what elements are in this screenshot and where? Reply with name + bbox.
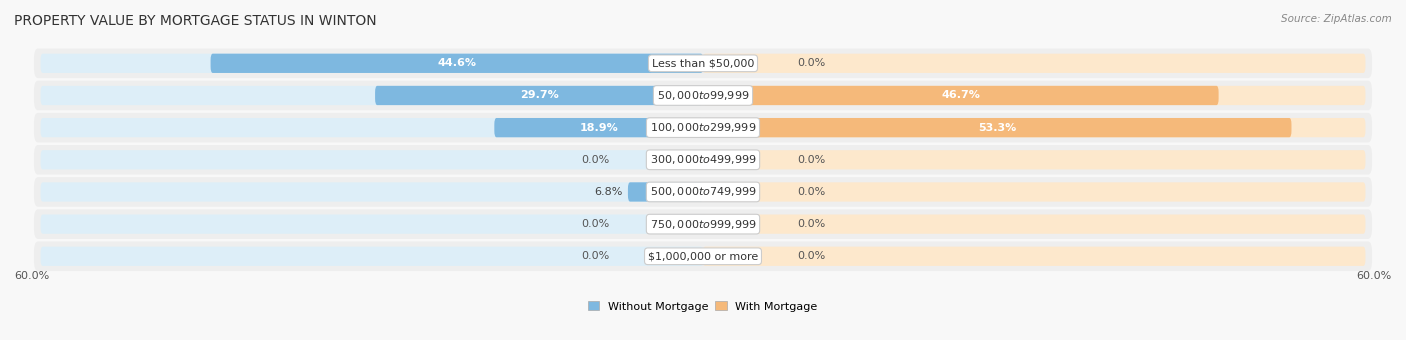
Text: $500,000 to $749,999: $500,000 to $749,999	[650, 185, 756, 199]
FancyBboxPatch shape	[34, 49, 1372, 78]
FancyBboxPatch shape	[34, 145, 1372, 175]
Text: $50,000 to $99,999: $50,000 to $99,999	[657, 89, 749, 102]
Text: $750,000 to $999,999: $750,000 to $999,999	[650, 218, 756, 231]
FancyBboxPatch shape	[375, 86, 703, 105]
FancyBboxPatch shape	[41, 54, 703, 73]
Text: 0.0%: 0.0%	[581, 155, 609, 165]
Text: 0.0%: 0.0%	[797, 155, 825, 165]
Text: Less than $50,000: Less than $50,000	[652, 58, 754, 68]
Text: 29.7%: 29.7%	[520, 90, 558, 101]
Text: 18.9%: 18.9%	[579, 123, 619, 133]
FancyBboxPatch shape	[703, 182, 1365, 202]
FancyBboxPatch shape	[628, 182, 703, 202]
Legend: Without Mortgage, With Mortgage: Without Mortgage, With Mortgage	[583, 297, 823, 316]
FancyBboxPatch shape	[703, 150, 1365, 169]
FancyBboxPatch shape	[41, 86, 703, 105]
Text: 0.0%: 0.0%	[797, 187, 825, 197]
FancyBboxPatch shape	[34, 177, 1372, 207]
FancyBboxPatch shape	[41, 246, 703, 266]
FancyBboxPatch shape	[703, 54, 1365, 73]
Text: 60.0%: 60.0%	[14, 271, 49, 281]
Text: 44.6%: 44.6%	[437, 58, 477, 68]
Text: PROPERTY VALUE BY MORTGAGE STATUS IN WINTON: PROPERTY VALUE BY MORTGAGE STATUS IN WIN…	[14, 14, 377, 28]
FancyBboxPatch shape	[703, 86, 1219, 105]
FancyBboxPatch shape	[34, 209, 1372, 239]
FancyBboxPatch shape	[703, 86, 1365, 105]
FancyBboxPatch shape	[41, 150, 703, 169]
FancyBboxPatch shape	[495, 118, 703, 137]
Text: $1,000,000 or more: $1,000,000 or more	[648, 251, 758, 261]
FancyBboxPatch shape	[34, 241, 1372, 271]
FancyBboxPatch shape	[41, 182, 703, 202]
Text: $100,000 to $299,999: $100,000 to $299,999	[650, 121, 756, 134]
Text: 60.0%: 60.0%	[1357, 271, 1392, 281]
FancyBboxPatch shape	[703, 118, 1365, 137]
Text: 46.7%: 46.7%	[942, 90, 980, 101]
FancyBboxPatch shape	[211, 54, 703, 73]
Text: 0.0%: 0.0%	[797, 58, 825, 68]
Text: 0.0%: 0.0%	[581, 219, 609, 229]
FancyBboxPatch shape	[703, 246, 1365, 266]
Text: 0.0%: 0.0%	[797, 251, 825, 261]
Text: 0.0%: 0.0%	[581, 251, 609, 261]
Text: $300,000 to $499,999: $300,000 to $499,999	[650, 153, 756, 166]
FancyBboxPatch shape	[703, 215, 1365, 234]
Text: 0.0%: 0.0%	[797, 219, 825, 229]
FancyBboxPatch shape	[41, 215, 703, 234]
Text: 6.8%: 6.8%	[593, 187, 623, 197]
FancyBboxPatch shape	[34, 81, 1372, 110]
FancyBboxPatch shape	[34, 113, 1372, 142]
Text: Source: ZipAtlas.com: Source: ZipAtlas.com	[1281, 14, 1392, 23]
FancyBboxPatch shape	[41, 118, 703, 137]
FancyBboxPatch shape	[703, 118, 1292, 137]
Text: 53.3%: 53.3%	[979, 123, 1017, 133]
